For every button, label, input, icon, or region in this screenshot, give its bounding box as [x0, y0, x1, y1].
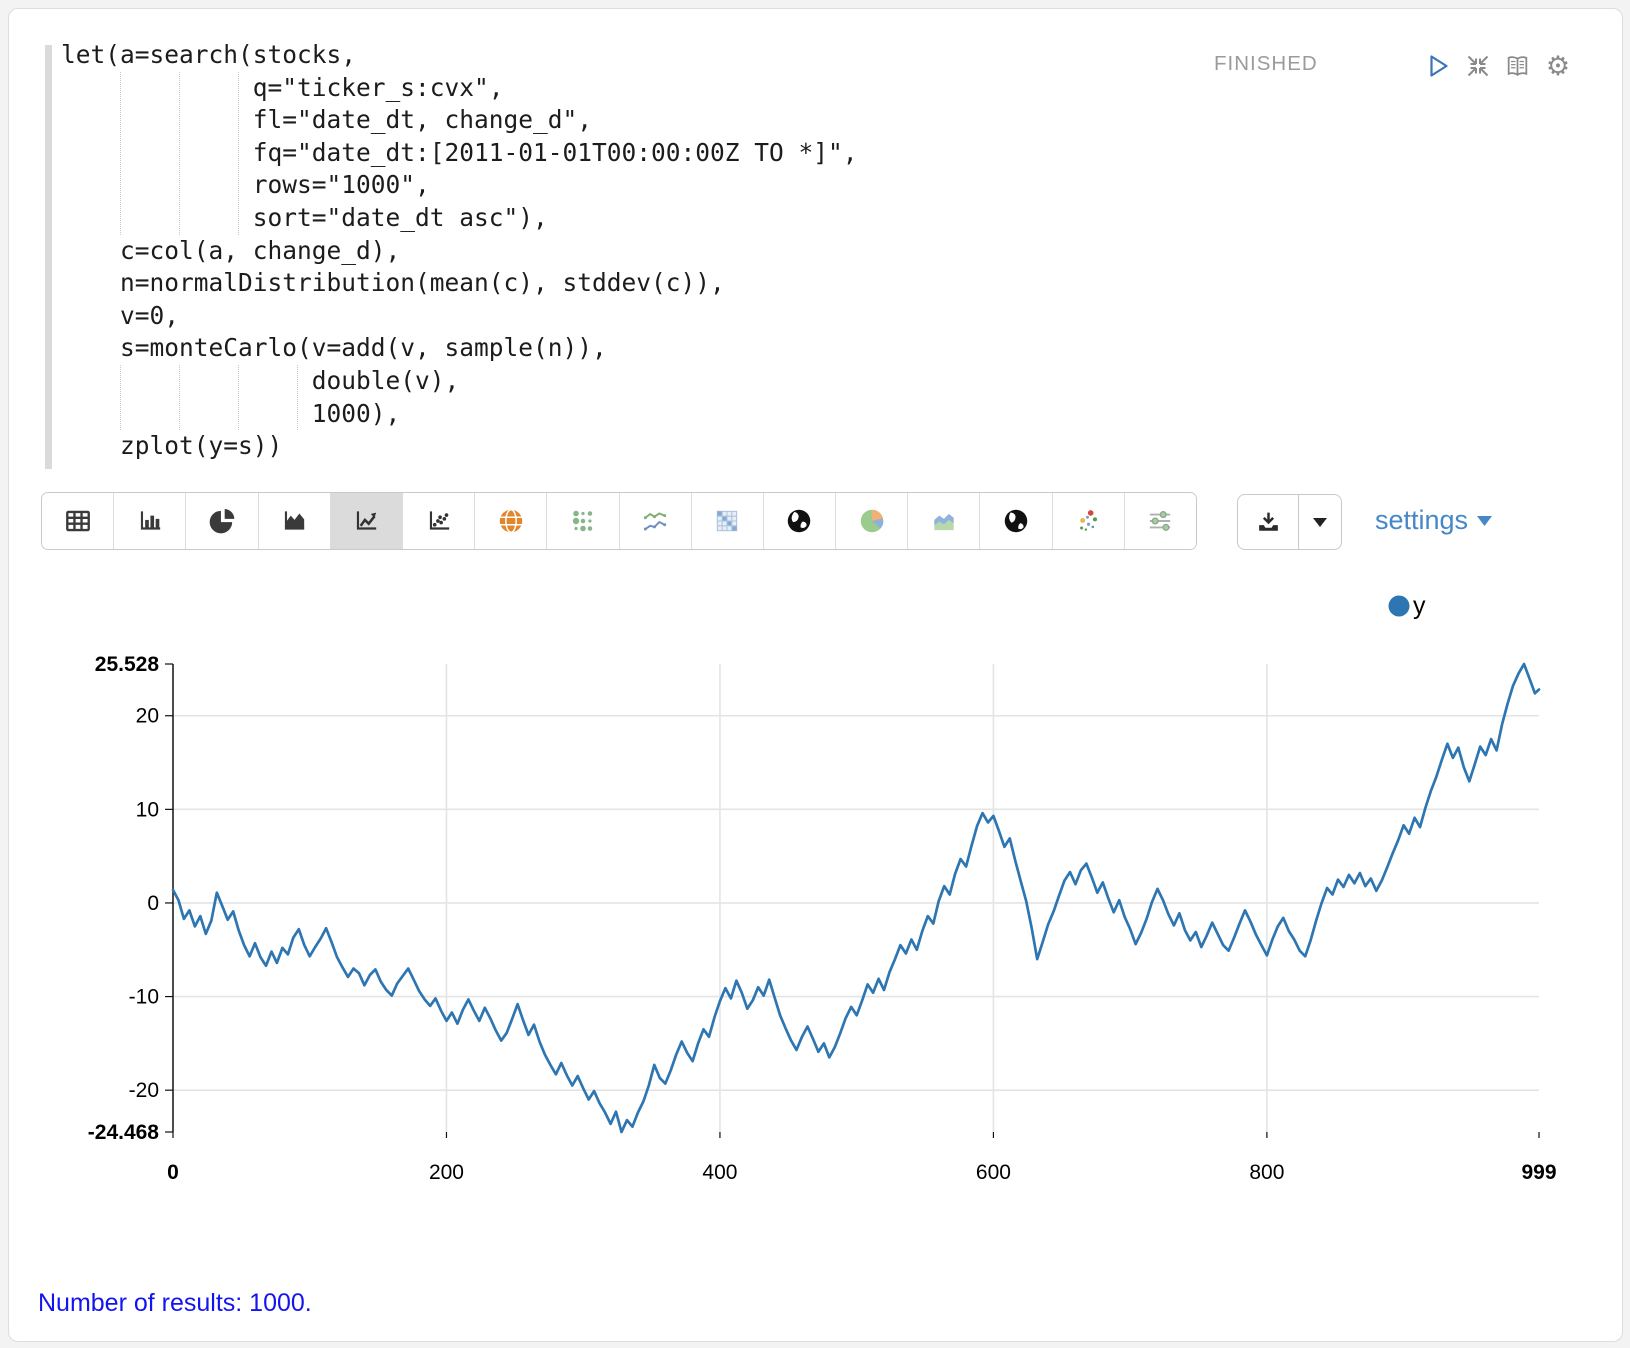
download-button-group — [1237, 494, 1342, 550]
color-scatter-icon — [1080, 510, 1098, 531]
legend-item-y[interactable]: y — [1388, 592, 1427, 620]
y-axis-label: 0 — [147, 892, 159, 915]
area-chart-icon — [285, 511, 305, 530]
indent-guide — [120, 72, 121, 235]
x-axis-label: 400 — [702, 1161, 737, 1184]
orange-globe-icon — [499, 509, 522, 533]
x-axis-label: 800 — [1249, 1161, 1284, 1184]
indent-guide — [238, 72, 239, 235]
line-chart-icon — [357, 511, 377, 530]
indent-guide — [120, 365, 121, 430]
chart-type-line-button[interactable] — [330, 493, 403, 549]
chart-area: 25.528 20 10 0 -10 -20 -24.468 0 200 400 600 800 999… — [1, 581, 1630, 1209]
result-count-text: Number of results: 1000. — [38, 1289, 312, 1317]
settings-label: settings — [1375, 505, 1469, 535]
color-area-chart-icon — [934, 514, 954, 531]
paragraph-container: let(a=search(stocks, q="ticker_s:cvx", f… — [8, 8, 1623, 1342]
chart-type-color-scatter-button[interactable] — [1052, 493, 1125, 549]
play-icon — [1430, 55, 1448, 77]
chart-type-table-button[interactable] — [42, 493, 115, 549]
sliders-icon — [1150, 511, 1171, 531]
y-axis-label: 10 — [136, 798, 159, 821]
download-button[interactable] — [1238, 495, 1300, 549]
chart-type-spark-lines-button[interactable] — [619, 493, 692, 549]
scatter-chart-icon — [429, 511, 449, 530]
x-axis-label: 0 — [167, 1161, 179, 1184]
legend-label: y — [1413, 592, 1426, 620]
bubble-matrix-icon — [572, 510, 593, 532]
chart-type-bar-button[interactable] — [114, 493, 187, 549]
globe-icon — [1004, 509, 1028, 533]
chart-type-area-button[interactable] — [258, 493, 331, 549]
chart-type-scatter-button[interactable] — [402, 493, 476, 549]
chart-type-globe-button[interactable] — [763, 493, 837, 549]
download-dropdown-button[interactable] — [1299, 495, 1341, 549]
heatmap-icon — [717, 510, 738, 532]
chart-type-color-area-button[interactable] — [908, 493, 981, 549]
download-icon — [1258, 512, 1278, 531]
gear-icon: ⚙ — [1545, 51, 1571, 81]
y-axis-label: -10 — [129, 986, 159, 1009]
table-icon — [65, 510, 90, 532]
chart-type-network-globe-button[interactable] — [475, 493, 548, 549]
settings-link[interactable]: settings — [1375, 505, 1493, 536]
chart-type-color-pie-button[interactable] — [836, 493, 909, 549]
indent-guide — [179, 365, 180, 430]
bar-chart-icon — [140, 511, 160, 530]
book-icon — [1507, 56, 1528, 76]
y-axis-label: -24.468 — [88, 1121, 160, 1144]
indent-guide — [179, 72, 180, 235]
x-axis-label: 999 — [1521, 1161, 1556, 1184]
chart-type-bubble-matrix-button[interactable] — [547, 493, 620, 549]
y-axis-label: 20 — [136, 705, 159, 728]
editor-gutter — [45, 45, 52, 469]
x-axis-label: 600 — [976, 1161, 1011, 1184]
y-axis-label: 25.528 — [95, 653, 160, 676]
chart-type-globe2-button[interactable] — [980, 493, 1053, 549]
code-editor[interactable]: let(a=search(stocks, q="ticker_s:cvx", f… — [61, 40, 858, 461]
paragraph-status: FINISHED — [1214, 52, 1318, 75]
compress-icon — [1467, 55, 1489, 77]
legend-swatch — [1388, 595, 1410, 617]
x-axis-label: 200 — [429, 1161, 464, 1184]
pie-chart-icon — [209, 509, 235, 534]
indent-guide — [238, 365, 239, 430]
chart-type-range-sliders-button[interactable] — [1124, 493, 1196, 549]
chart-type-heatmap-button[interactable] — [691, 493, 764, 549]
chevron-down-icon — [1477, 515, 1493, 526]
paragraph-settings-button[interactable]: ⚙ — [1545, 51, 1571, 81]
show-editor-button[interactable] — [1504, 53, 1530, 79]
indent-guide — [297, 365, 298, 430]
globe-icon — [788, 509, 811, 533]
line-chart-canvas: 25.528 20 10 0 -10 -20 -24.468 0 200 400 600 800 999… — [88, 592, 1557, 1184]
collapse-paragraph-button[interactable] — [1465, 53, 1491, 79]
run-paragraph-button[interactable] — [1425, 53, 1451, 79]
chart-type-pie-button[interactable] — [186, 493, 259, 549]
color-pie-chart-icon — [860, 509, 883, 533]
data-line-y — [171, 662, 1541, 1134]
spark-lines-icon — [643, 512, 667, 531]
chevron-down-icon — [1313, 517, 1328, 527]
visualization-toolbar — [41, 492, 1197, 550]
y-axis-label: -20 — [129, 1079, 159, 1102]
